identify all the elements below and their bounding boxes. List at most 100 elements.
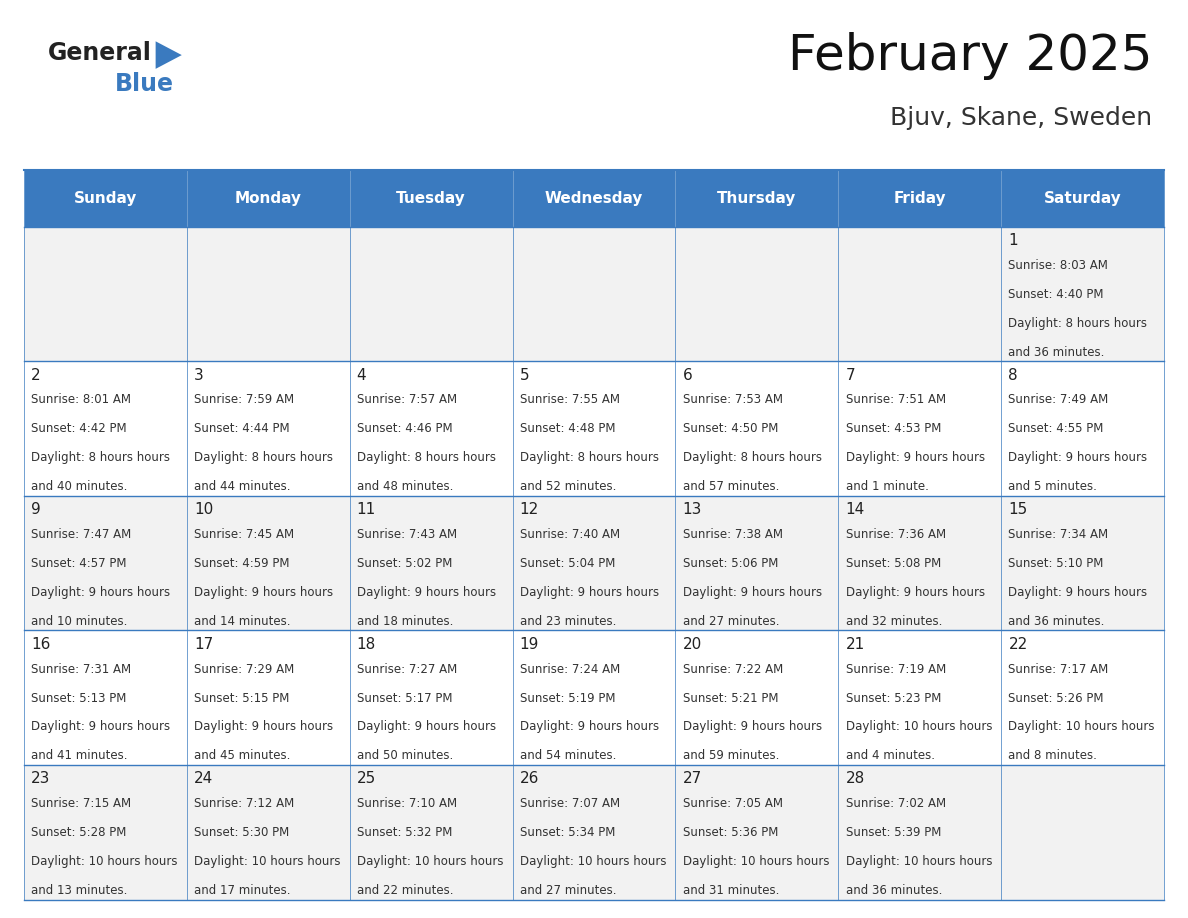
Bar	[187, 170, 349, 227]
Bar	[839, 362, 1001, 496]
Text: Sunrise: 7:49 AM: Sunrise: 7:49 AM	[1009, 394, 1108, 407]
Bar	[24, 496, 187, 631]
Text: 6: 6	[683, 368, 693, 383]
Text: Sunset: 4:46 PM: Sunset: 4:46 PM	[356, 422, 453, 435]
Text: and 52 minutes.: and 52 minutes.	[519, 480, 617, 493]
Text: Sunset: 5:32 PM: Sunset: 5:32 PM	[356, 826, 453, 839]
Text: Sunrise: 7:02 AM: Sunrise: 7:02 AM	[846, 797, 946, 811]
Text: Sunrise: 7:19 AM: Sunrise: 7:19 AM	[846, 663, 946, 676]
Text: Bjuv, Skane, Sweden: Bjuv, Skane, Sweden	[890, 106, 1152, 129]
Text: Sunset: 4:53 PM: Sunset: 4:53 PM	[846, 422, 941, 435]
Text: Sunset: 4:57 PM: Sunset: 4:57 PM	[31, 557, 126, 570]
Text: Sunrise: 7:45 AM: Sunrise: 7:45 AM	[194, 528, 293, 541]
Text: Sunset: 4:40 PM: Sunset: 4:40 PM	[1009, 288, 1104, 301]
Bar	[676, 362, 839, 496]
Text: Daylight: 8 hours hours: Daylight: 8 hours hours	[194, 452, 333, 465]
Point	[179, 894, 194, 905]
Bar	[1001, 765, 1164, 900]
Text: Sunset: 5:19 PM: Sunset: 5:19 PM	[519, 691, 615, 704]
Bar	[512, 765, 676, 900]
Text: Daylight: 10 hours hours: Daylight: 10 hours hours	[683, 855, 829, 868]
Text: Daylight: 9 hours hours: Daylight: 9 hours hours	[683, 721, 822, 733]
Text: Sunrise: 7:24 AM: Sunrise: 7:24 AM	[519, 663, 620, 676]
Point	[669, 894, 683, 905]
Text: Daylight: 10 hours hours: Daylight: 10 hours hours	[356, 855, 504, 868]
Point	[342, 164, 356, 175]
Text: February 2025: February 2025	[788, 32, 1152, 80]
Text: 23: 23	[31, 771, 50, 787]
Text: Daylight: 9 hours hours: Daylight: 9 hours hours	[1009, 452, 1148, 465]
Bar	[349, 496, 512, 631]
Text: 8: 8	[1009, 368, 1018, 383]
Text: Daylight: 10 hours hours: Daylight: 10 hours hours	[846, 721, 992, 733]
Text: Sunset: 5:10 PM: Sunset: 5:10 PM	[1009, 557, 1104, 570]
Text: Sunrise: 7:22 AM: Sunrise: 7:22 AM	[683, 663, 783, 676]
Text: Daylight: 8 hours hours: Daylight: 8 hours hours	[1009, 317, 1148, 330]
Text: Sunset: 5:17 PM: Sunset: 5:17 PM	[356, 691, 453, 704]
Text: Monday: Monday	[235, 191, 302, 206]
Text: 16: 16	[31, 637, 50, 652]
Text: Daylight: 8 hours hours: Daylight: 8 hours hours	[356, 452, 495, 465]
Text: Sunset: 4:44 PM: Sunset: 4:44 PM	[194, 422, 290, 435]
Text: Sunset: 5:08 PM: Sunset: 5:08 PM	[846, 557, 941, 570]
Text: and 48 minutes.: and 48 minutes.	[356, 480, 453, 493]
Text: Sunrise: 7:40 AM: Sunrise: 7:40 AM	[519, 528, 620, 541]
Text: 1: 1	[1009, 233, 1018, 248]
Text: 12: 12	[519, 502, 539, 518]
Point	[17, 164, 31, 175]
Text: Sunset: 5:02 PM: Sunset: 5:02 PM	[356, 557, 453, 570]
Text: and 27 minutes.: and 27 minutes.	[519, 884, 617, 897]
Text: Daylight: 9 hours hours: Daylight: 9 hours hours	[683, 586, 822, 599]
Text: Sunset: 5:21 PM: Sunset: 5:21 PM	[683, 691, 778, 704]
Text: and 8 minutes.: and 8 minutes.	[1009, 749, 1098, 763]
Text: 13: 13	[683, 502, 702, 518]
Text: Sunrise: 8:01 AM: Sunrise: 8:01 AM	[31, 394, 131, 407]
Text: Daylight: 10 hours hours: Daylight: 10 hours hours	[846, 855, 992, 868]
Bar	[839, 496, 1001, 631]
Text: 20: 20	[683, 637, 702, 652]
Point	[1157, 164, 1171, 175]
Text: 22: 22	[1009, 637, 1028, 652]
Bar	[676, 496, 839, 631]
Bar	[24, 227, 187, 362]
Text: and 57 minutes.: and 57 minutes.	[683, 480, 779, 493]
Text: and 36 minutes.: and 36 minutes.	[1009, 346, 1105, 359]
Text: Sunset: 5:15 PM: Sunset: 5:15 PM	[194, 691, 289, 704]
Text: Sunset: 4:59 PM: Sunset: 4:59 PM	[194, 557, 290, 570]
Text: Daylight: 9 hours hours: Daylight: 9 hours hours	[1009, 586, 1148, 599]
Text: Sunrise: 7:29 AM: Sunrise: 7:29 AM	[194, 663, 295, 676]
Bar	[24, 362, 187, 496]
Bar	[24, 765, 187, 900]
Text: Sunrise: 7:31 AM: Sunrise: 7:31 AM	[31, 663, 131, 676]
Text: Sunday: Sunday	[74, 191, 137, 206]
Text: 10: 10	[194, 502, 213, 518]
Text: and 23 minutes.: and 23 minutes.	[519, 615, 617, 628]
Text: Sunset: 4:42 PM: Sunset: 4:42 PM	[31, 422, 126, 435]
Text: Daylight: 9 hours hours: Daylight: 9 hours hours	[31, 721, 170, 733]
Bar	[187, 496, 349, 631]
Text: Sunrise: 7:43 AM: Sunrise: 7:43 AM	[356, 528, 457, 541]
Text: and 54 minutes.: and 54 minutes.	[519, 749, 617, 763]
Text: 19: 19	[519, 637, 539, 652]
Bar	[676, 631, 839, 765]
Text: Daylight: 10 hours hours: Daylight: 10 hours hours	[1009, 721, 1155, 733]
Text: Sunrise: 7:07 AM: Sunrise: 7:07 AM	[519, 797, 620, 811]
Text: and 5 minutes.: and 5 minutes.	[1009, 480, 1098, 493]
Text: and 14 minutes.: and 14 minutes.	[194, 615, 290, 628]
Text: Sunrise: 7:51 AM: Sunrise: 7:51 AM	[846, 394, 946, 407]
Text: Sunrise: 7:10 AM: Sunrise: 7:10 AM	[356, 797, 457, 811]
Text: Sunrise: 7:17 AM: Sunrise: 7:17 AM	[1009, 663, 1108, 676]
Text: and 50 minutes.: and 50 minutes.	[356, 749, 453, 763]
Bar	[1001, 631, 1164, 765]
Bar	[839, 227, 1001, 362]
Point	[17, 894, 31, 905]
Text: Sunset: 5:13 PM: Sunset: 5:13 PM	[31, 691, 126, 704]
Text: Wednesday: Wednesday	[545, 191, 643, 206]
Text: and 1 minute.: and 1 minute.	[846, 480, 928, 493]
Text: and 36 minutes.: and 36 minutes.	[1009, 615, 1105, 628]
Bar	[839, 631, 1001, 765]
Text: and 10 minutes.: and 10 minutes.	[31, 615, 127, 628]
Text: Daylight: 10 hours hours: Daylight: 10 hours hours	[519, 855, 666, 868]
Bar	[512, 631, 676, 765]
Text: Daylight: 9 hours hours: Daylight: 9 hours hours	[31, 586, 170, 599]
